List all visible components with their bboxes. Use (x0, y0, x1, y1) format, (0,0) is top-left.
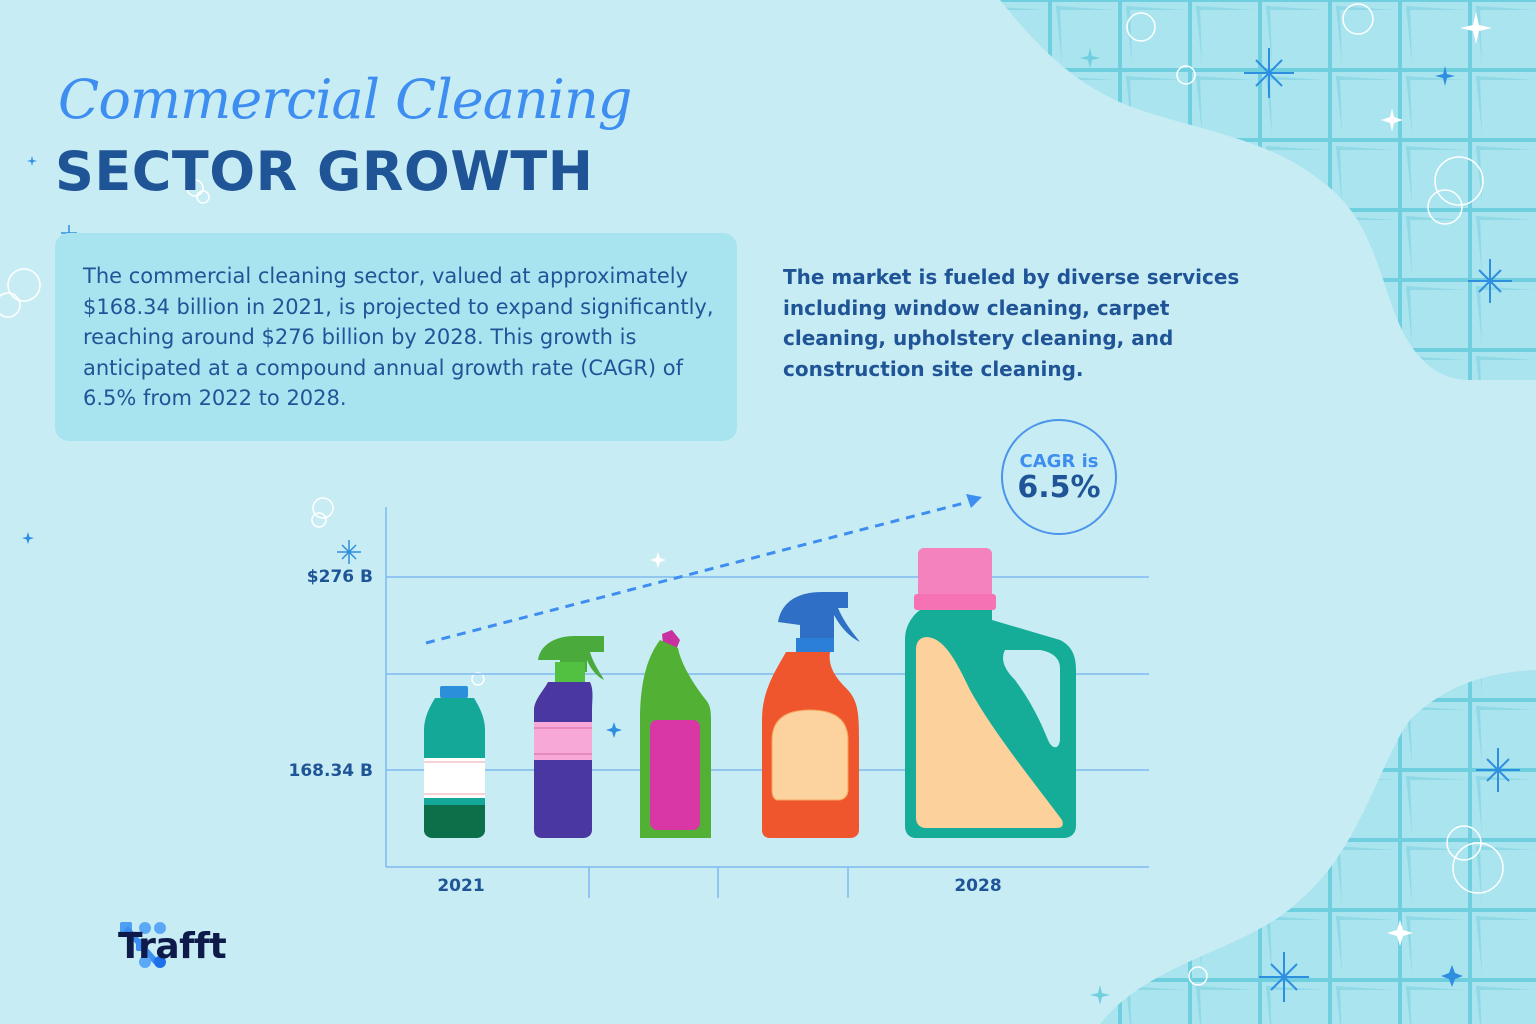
page-title: SECTOR GROWTH (55, 140, 594, 203)
bottle-jug-2028 (905, 548, 1076, 838)
intro-box: The commercial cleaning sector, valued a… (55, 233, 737, 441)
intro-text: The commercial cleaning sector, valued a… (83, 264, 714, 410)
cagr-label: CAGR is (1019, 451, 1099, 472)
bottle-2021 (424, 686, 485, 838)
bottle-green-toilet (640, 630, 711, 838)
y-tick-168: 168.34 B (288, 761, 373, 781)
x-tick-2028: 2028 (954, 876, 1002, 896)
cagr-badge: CAGR is 6.5% (1001, 419, 1117, 535)
trend-arrow (425, 494, 982, 645)
x-tick-2021: 2021 (437, 876, 485, 896)
tile-area-bottom-right (1100, 670, 1536, 1024)
side-note-text: The market is fueled by diverse services… (783, 265, 1240, 381)
bottle-spray-orange (762, 592, 860, 838)
title-script: Commercial Cleaning (58, 68, 632, 131)
y-tick-276: $276 B (306, 567, 373, 587)
trafft-logo-icon (120, 922, 166, 968)
bottle-spray-purple (534, 636, 604, 838)
brand-name: Trafft (118, 926, 227, 967)
tile-area-top-right (1000, 0, 1536, 380)
cagr-value: 6.5% (1017, 470, 1101, 505)
